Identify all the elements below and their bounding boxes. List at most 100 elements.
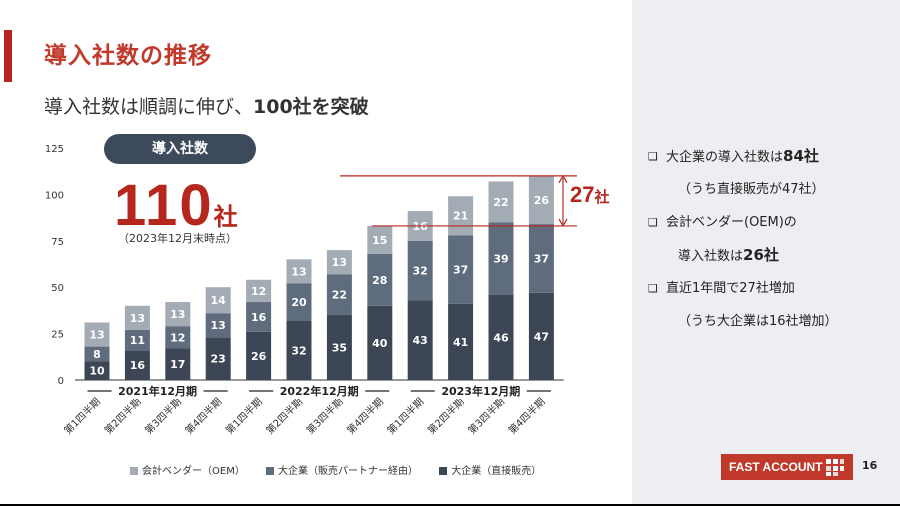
subtitle-emphasis: 100社を突破	[253, 96, 369, 118]
data-label: 28	[372, 274, 387, 287]
period-label: 2022年12月期	[280, 384, 359, 398]
data-label: 43	[413, 334, 428, 347]
data-label: 41	[453, 336, 468, 349]
x-tick-label: 第1四半期	[61, 395, 103, 437]
period-label: 2021年12月期	[118, 384, 197, 398]
bar-segment	[488, 181, 514, 223]
period-label: 2023年12月期	[441, 384, 520, 398]
bullet-oem: 会計ベンダー(OEM)の	[648, 206, 898, 239]
legend-item-partner: 大企業（販売パートナー経由）	[266, 462, 418, 477]
legend-swatch	[439, 467, 448, 475]
summary-panel	[632, 0, 900, 504]
y-tick-label: 100	[45, 190, 64, 201]
bar-segment	[205, 313, 231, 338]
bar-segment	[246, 302, 272, 332]
increase-arrow-head-down	[558, 218, 568, 228]
period-label-bg	[434, 383, 527, 399]
bullet-large-enterprise: 大企業の導入社数は84社	[648, 140, 898, 173]
bar-segment	[488, 222, 514, 295]
total-count-note: （2023年12月末時点）	[118, 232, 237, 245]
legend-label: 大企業（直接販売）	[451, 466, 542, 477]
x-tick-label: 第4四半期	[506, 395, 548, 437]
x-tick-label: 第2四半期	[102, 395, 144, 437]
data-label: 20	[291, 296, 307, 309]
data-label: 26	[534, 194, 550, 207]
chart-legend: 会計ベンダー（OEM） 大企業（販売パートナー経由） 大企業（直接販売）	[130, 462, 559, 477]
total-count-value: 110	[114, 173, 214, 238]
brand-logo-icon	[823, 456, 847, 478]
data-label: 13	[130, 312, 145, 325]
data-label: 35	[332, 342, 347, 355]
x-tick-label: 第3四半期	[465, 395, 507, 437]
y-tick-label: 50	[51, 283, 64, 294]
bar-segment	[448, 235, 474, 304]
bullet-emphasis: 26社	[743, 246, 779, 264]
bar-segment	[205, 287, 231, 314]
data-label: 32	[413, 264, 428, 277]
data-label: 16	[130, 359, 146, 372]
bullet-sub-increase: （うち大企業は16社増加）	[678, 314, 838, 329]
data-label: 13	[89, 329, 104, 342]
legend-label: 大企業（販売パートナー経由）	[278, 466, 419, 477]
data-label: 39	[493, 252, 508, 265]
y-tick-label: 0	[58, 376, 64, 387]
bar-segment	[286, 283, 312, 321]
data-label: 37	[453, 264, 468, 277]
data-label: 26	[251, 350, 267, 363]
bar-segment	[367, 253, 393, 306]
x-tick-label: 第3四半期	[304, 395, 346, 437]
bar-segment	[124, 329, 150, 351]
bar-segment	[326, 315, 352, 380]
bar-segment	[286, 320, 312, 380]
x-tick-label: 第1四半期	[223, 395, 265, 437]
legend-item-direct: 大企業（直接販売）	[439, 462, 541, 477]
data-label: 47	[534, 330, 549, 343]
bar-segment	[165, 348, 191, 380]
data-label: 32	[291, 344, 306, 357]
data-label: 10	[89, 365, 105, 378]
bar-segment	[124, 305, 150, 330]
y-tick-label: 75	[51, 237, 64, 248]
increase-unit: 社	[594, 189, 610, 206]
bar-segment	[205, 337, 231, 380]
bar-segment	[246, 279, 272, 303]
bar-segment	[84, 346, 110, 362]
data-label: 22	[332, 289, 347, 302]
data-label: 46	[493, 331, 509, 344]
bar-segment	[165, 326, 191, 349]
data-label: 16	[251, 311, 267, 324]
bar-segment	[286, 259, 312, 284]
bullet-oem-count: 導入社数は26社	[648, 239, 898, 272]
bar-segment	[407, 300, 433, 380]
x-tick-label: 第4四半期	[344, 395, 386, 437]
subtitle-text: 導入社数は順調に伸び、	[44, 96, 254, 118]
data-label: 12	[170, 331, 185, 344]
summary-bullets: 大企業の導入社数は84社 （うち直接販売が47社） 会計ベンダー(OEM)の 導…	[648, 140, 898, 338]
data-label: 23	[211, 353, 226, 366]
data-label: 13	[332, 256, 347, 269]
data-label: 22	[493, 196, 508, 209]
data-label: 12	[251, 285, 266, 298]
period-label-bg	[273, 383, 366, 399]
stacked-bar-chart: 0 25 50 75 100 125 10 8 13 16 11 13 17 12 13 23 13 14 26 16…	[45, 144, 577, 437]
title-accent-bar	[4, 30, 12, 82]
y-tick-label: 125	[45, 144, 64, 155]
y-tick-label: 25	[51, 330, 64, 341]
bar-segment	[84, 322, 110, 347]
data-label: 17	[170, 358, 185, 371]
bullet-text: 会計ベンダー(OEM)の	[666, 215, 797, 230]
period-label-bg	[111, 383, 204, 399]
bar-segment	[367, 305, 393, 380]
bar-segment	[528, 224, 554, 293]
increase-arrow-head-up	[558, 174, 568, 184]
bullet-yearly-increase: 直近1年間で27社増加	[648, 272, 898, 305]
total-count-unit: 社	[213, 204, 238, 231]
slide-title: 導入社数の推移	[44, 43, 212, 69]
bullet-sub-direct: （うち直接販売が47社）	[678, 182, 825, 197]
increase-label: 27社	[570, 182, 610, 208]
data-label: 13	[211, 319, 226, 332]
bar-segment	[488, 294, 514, 380]
legend-swatch	[266, 467, 275, 475]
bullet-emphasis: 84社	[783, 147, 819, 165]
